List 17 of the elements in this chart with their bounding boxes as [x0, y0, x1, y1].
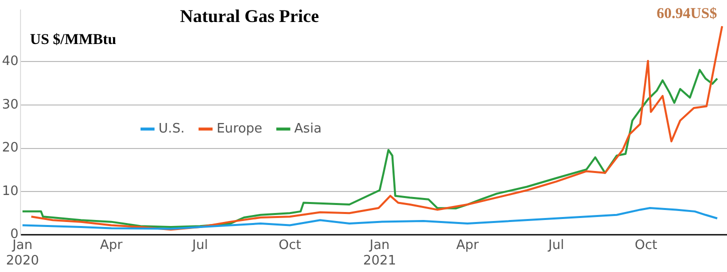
- y-axis-title: US $/MMBtu: [30, 32, 116, 49]
- x-tick-label: Jan 2021: [363, 238, 396, 269]
- legend-label: Europe: [216, 121, 262, 136]
- y-tick-label: 10: [2, 184, 19, 199]
- x-tick-label: Jul: [191, 238, 208, 253]
- annotation: 60.94US$: [656, 6, 717, 23]
- x-tick-label: Apr: [456, 238, 480, 253]
- x-tick-label: Oct: [278, 238, 302, 253]
- y-tick-label: 40: [2, 54, 19, 70]
- legend-label: U.S.: [158, 121, 185, 136]
- y-tick-label: 30: [2, 97, 19, 112]
- x-tick-label: Jul: [547, 238, 564, 253]
- legend-label: Asia: [294, 121, 322, 136]
- x-tick-label: Apr: [100, 238, 124, 253]
- y-tick-label: 20: [2, 140, 19, 156]
- x-tick-label: Oct: [634, 238, 658, 253]
- chart-title: Natural Gas Price: [180, 6, 319, 27]
